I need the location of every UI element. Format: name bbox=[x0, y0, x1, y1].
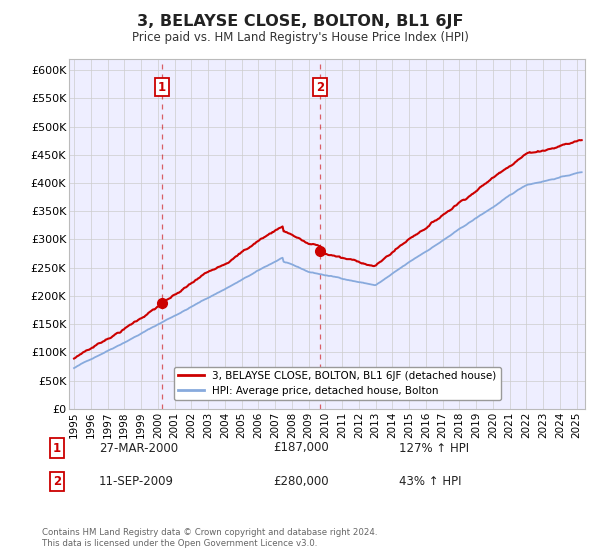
Text: Price paid vs. HM Land Registry's House Price Index (HPI): Price paid vs. HM Land Registry's House … bbox=[131, 31, 469, 44]
Text: Contains HM Land Registry data © Crown copyright and database right 2024.
This d: Contains HM Land Registry data © Crown c… bbox=[42, 528, 377, 548]
Legend: 3, BELAYSE CLOSE, BOLTON, BL1 6JF (detached house), HPI: Average price, detached: 3, BELAYSE CLOSE, BOLTON, BL1 6JF (detac… bbox=[174, 367, 501, 400]
Text: 1: 1 bbox=[158, 81, 166, 94]
Text: 11-SEP-2009: 11-SEP-2009 bbox=[99, 475, 174, 488]
Text: 27-MAR-2000: 27-MAR-2000 bbox=[99, 441, 178, 455]
Text: 1: 1 bbox=[53, 441, 61, 455]
Text: £280,000: £280,000 bbox=[273, 475, 329, 488]
Text: 2: 2 bbox=[53, 475, 61, 488]
Text: 43% ↑ HPI: 43% ↑ HPI bbox=[399, 475, 461, 488]
Text: 2: 2 bbox=[316, 81, 325, 94]
Text: 3, BELAYSE CLOSE, BOLTON, BL1 6JF: 3, BELAYSE CLOSE, BOLTON, BL1 6JF bbox=[137, 14, 463, 29]
Text: £187,000: £187,000 bbox=[273, 441, 329, 455]
Text: 127% ↑ HPI: 127% ↑ HPI bbox=[399, 441, 469, 455]
